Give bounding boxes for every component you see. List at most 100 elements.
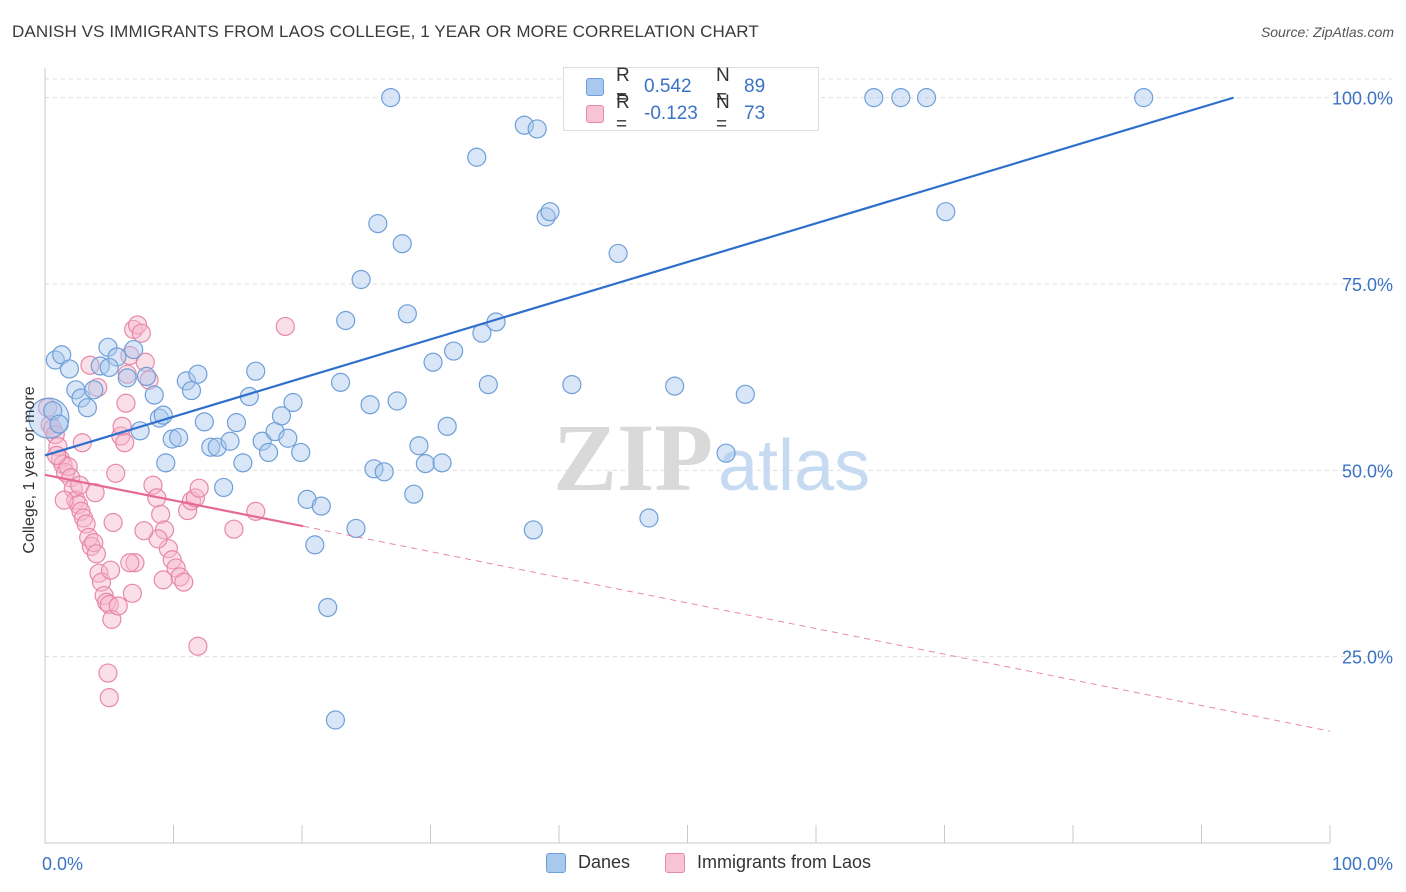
danes-point [291,442,311,463]
danes-point [397,304,417,324]
laos-point [99,688,119,708]
laos-point [108,596,128,616]
danes-point [77,398,98,418]
legend-label-laos: Immigrants from Laos [697,852,872,872]
danes-point [258,442,279,463]
danes-point [336,310,356,331]
danes-point [387,391,407,411]
danes-point [639,508,659,528]
chart-title: DANISH VS IMMIGRANTS FROM LAOS COLLEGE, … [12,22,759,41]
danes-point [233,453,253,473]
danes-point [467,147,487,167]
danes-point [665,376,685,396]
r-value: -0.123 [644,103,698,124]
watermark-atlas: atlas [718,426,870,506]
danes-point [325,710,346,730]
danes-point [28,397,70,439]
danes-point [156,453,176,473]
danes-point [360,395,380,415]
laos-point [58,456,78,477]
legend-item-laos[interactable]: Immigrants from Laos [665,852,871,873]
danes-point [117,368,137,388]
n-label: N = [716,92,730,135]
n-label: N = [716,65,730,108]
laos-point [189,478,209,498]
danes-point [527,119,547,139]
danes-point [432,453,452,473]
danes-point [735,384,755,404]
series-danes-points [28,88,1154,730]
danes-point [392,234,412,254]
danes-point [423,352,443,372]
danes-point [514,115,534,135]
laos-point [170,567,190,587]
laos-point [151,504,171,524]
r-label: R = [616,92,630,135]
laos-point [135,352,155,372]
danes-point [437,416,457,436]
danes-point [936,202,956,222]
source-label: Source: ZipAtlas.com [1260,24,1394,40]
n-value: 89 [744,76,766,97]
danes-point [271,406,292,426]
laos-point [54,490,74,510]
laos-trend-line [44,473,304,528]
danes-point [214,477,234,498]
laos-point [158,538,178,559]
laos-point [45,424,65,445]
laos-point [122,583,142,603]
danes-point [608,243,628,264]
n-value: 73 [744,103,766,124]
danes-point [188,364,208,384]
laos-point [80,355,100,375]
danes-point [444,341,464,361]
x-tick-label: 100.0% [1332,854,1393,874]
laos-trend-extension [303,525,1331,732]
danes-point [346,518,366,539]
danes-trend-line [44,96,1234,457]
laos-swatch [586,105,604,123]
series-legend: Danes Immigrants from Laos [0,852,1406,876]
danes-point [864,88,884,108]
danes-point [226,413,247,433]
laos-point [188,636,208,656]
legend-item-danes[interactable]: Danes [546,852,630,873]
danes-point [716,443,736,463]
danes-point [404,484,424,504]
danes-point [49,414,69,434]
danes-point [368,214,388,234]
trend-lines [44,96,1331,732]
danes-point [136,366,157,387]
stats-row-danes: R = 0.542 N = 89 [586,65,766,108]
laos-point [116,393,136,413]
laos-point [120,553,140,573]
laos-point [84,533,104,553]
danes-point [562,375,582,395]
laos-point [153,570,173,590]
danes-point [194,412,214,432]
danes-point [181,380,202,401]
danes-point [318,597,338,618]
stats-legend: R = 0.542 N = 89 R = -0.123 N = 73 [563,65,819,135]
danes-point [45,350,65,370]
danes-point [144,385,164,405]
danes-point [381,88,401,108]
laos-point [100,560,121,580]
danes-point [246,361,266,381]
laos-point [97,592,117,612]
danes-point [169,427,189,448]
danes-point [124,339,144,360]
y-tick-label: 75.0% [1342,275,1393,295]
danes-point [523,520,543,540]
laos-point [103,512,123,533]
danes-point [220,431,240,451]
danes-point [252,431,272,451]
x-tick-label: 0.0% [42,854,83,874]
danes-point [99,357,119,378]
danes-point [891,88,911,108]
laos-point [185,488,205,508]
laos-point [86,544,107,564]
y-tick-label: 50.0% [1342,461,1393,481]
laos-point [143,475,163,495]
